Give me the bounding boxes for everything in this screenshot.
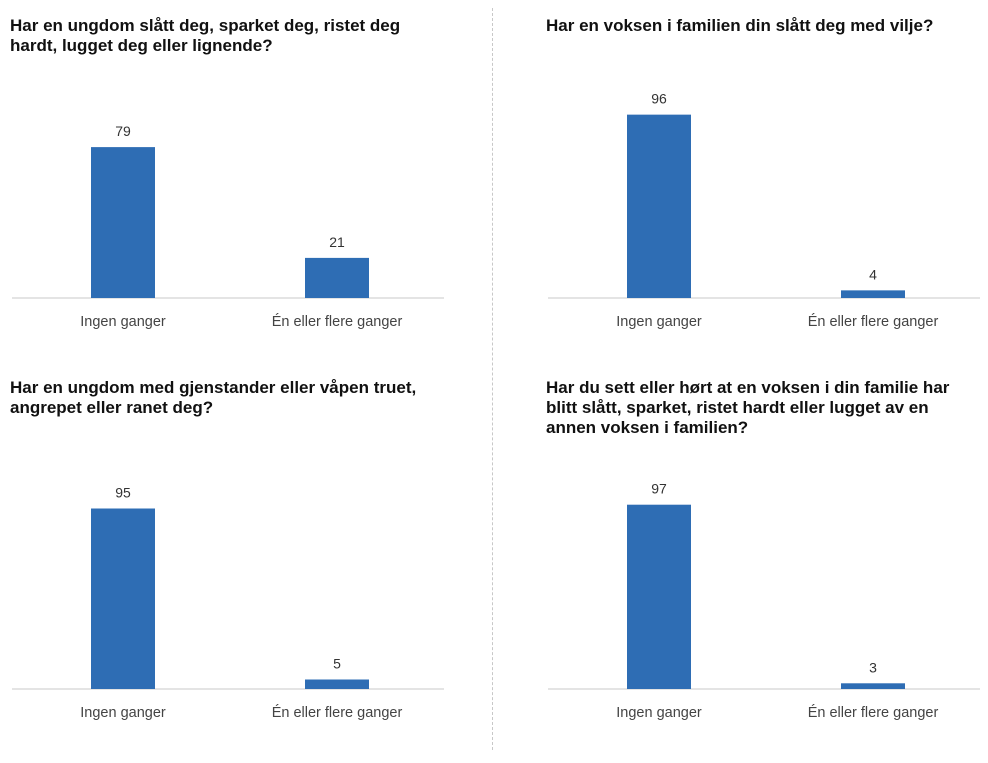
bar-ingen-ganger xyxy=(91,147,155,298)
value-label-en-eller-flere-ganger: 5 xyxy=(333,656,341,672)
category-label-en-eller-flere-ganger: Én eller flere ganger xyxy=(272,313,403,330)
chart-panel-youth-violence: Har en ungdom slått deg, sparket deg, ri… xyxy=(10,16,470,336)
value-label-en-eller-flere-ganger: 4 xyxy=(869,266,877,282)
category-label-ingen-ganger: Ingen ganger xyxy=(616,314,702,330)
chart-panel-witnessed-family-violence: Har du sett eller hørt at en voksen i di… xyxy=(546,378,988,721)
chart-title: Har en ungdom med gjenstander eller våpe… xyxy=(10,378,417,417)
chart-title: Har en voksen i familien din slått deg m… xyxy=(546,16,934,35)
bar-chart: 97 3 Ingen ganger Én eller flere ganger xyxy=(548,481,980,721)
category-label-en-eller-flere-ganger: Én eller flere ganger xyxy=(808,313,939,330)
panel-divider xyxy=(492,8,493,750)
bar-en-eller-flere-ganger xyxy=(305,257,369,298)
value-label-ingen-ganger: 79 xyxy=(115,123,131,139)
value-label-ingen-ganger: 97 xyxy=(651,481,667,497)
chart-title: Har du sett eller hørt at en voksen i di… xyxy=(546,378,950,437)
bar-chart: 95 5 Ingen ganger Én eller flere ganger xyxy=(12,485,444,721)
bar-en-eller-flere-ganger xyxy=(841,290,905,298)
value-label-ingen-ganger: 95 xyxy=(115,485,131,501)
bar-en-eller-flere-ganger xyxy=(305,679,369,689)
category-label-ingen-ganger: Ingen ganger xyxy=(80,705,166,721)
chart-panel-family-adult-hit: Har en voksen i familien din slått deg m… xyxy=(546,16,988,336)
bar-en-eller-flere-ganger xyxy=(841,683,905,689)
bar-ingen-ganger xyxy=(627,504,691,689)
category-label-en-eller-flere-ganger: Én eller flere ganger xyxy=(272,704,403,721)
bar-chart: 79 21 Ingen ganger Én eller flere ganger xyxy=(12,123,444,330)
value-label-ingen-ganger: 96 xyxy=(651,91,667,107)
bar-ingen-ganger xyxy=(91,508,155,689)
value-label-en-eller-flere-ganger: 3 xyxy=(869,659,877,675)
category-label-ingen-ganger: Ingen ganger xyxy=(616,705,702,721)
bar-chart: 96 4 Ingen ganger Én eller flere ganger xyxy=(548,91,980,330)
category-label-ingen-ganger: Ingen ganger xyxy=(80,314,166,330)
bar-ingen-ganger xyxy=(627,114,691,298)
chart-panel-youth-weapon-threat: Har en ungdom med gjenstander eller våpe… xyxy=(10,378,470,721)
value-label-en-eller-flere-ganger: 21 xyxy=(329,234,345,250)
category-label-en-eller-flere-ganger: Én eller flere ganger xyxy=(808,704,939,721)
chart-title: Har en ungdom slått deg, sparket deg, ri… xyxy=(10,16,401,55)
